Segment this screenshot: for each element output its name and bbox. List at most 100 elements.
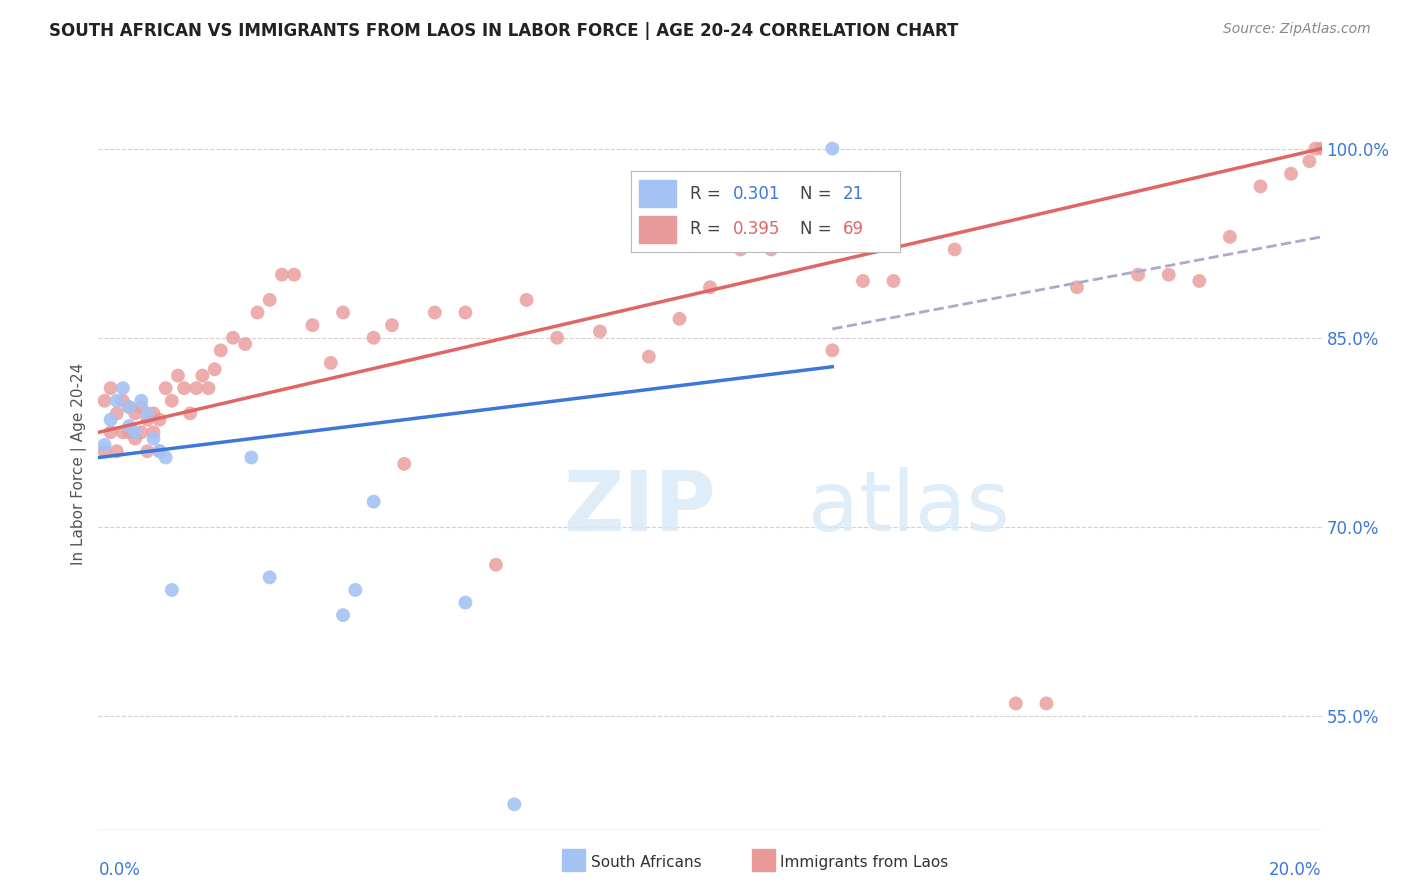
Text: ZIP: ZIP — [564, 467, 716, 549]
Point — [1298, 154, 1320, 169]
Point — [319, 356, 342, 370]
Point — [1157, 268, 1180, 282]
Point — [1310, 142, 1333, 156]
Point — [363, 494, 385, 508]
Point — [173, 381, 195, 395]
Point — [1035, 697, 1057, 711]
Point — [118, 400, 141, 414]
Point — [124, 406, 146, 420]
Point — [821, 343, 844, 358]
Point — [1004, 697, 1026, 711]
Point — [93, 393, 115, 408]
Point — [100, 425, 122, 440]
Point — [363, 331, 385, 345]
Point — [454, 596, 477, 610]
Point — [301, 318, 323, 332]
Point — [1128, 268, 1150, 282]
Text: 0.395: 0.395 — [733, 220, 780, 238]
Point — [1305, 142, 1327, 156]
Point — [1066, 280, 1088, 294]
Point — [155, 381, 177, 395]
Point — [485, 558, 508, 572]
Point — [124, 432, 146, 446]
Point — [246, 305, 269, 319]
Point — [149, 444, 172, 458]
Point — [100, 381, 122, 395]
Text: R =: R = — [690, 185, 725, 202]
Point — [668, 311, 690, 326]
Point — [186, 381, 208, 395]
Point — [259, 293, 281, 307]
Point — [381, 318, 404, 332]
Point — [1188, 274, 1211, 288]
Point — [259, 570, 281, 584]
Point — [503, 797, 526, 812]
Point — [637, 350, 661, 364]
Text: Immigrants from Laos: Immigrants from Laos — [780, 855, 949, 870]
Point — [943, 243, 966, 257]
Text: 0.301: 0.301 — [733, 185, 780, 202]
Point — [149, 413, 172, 427]
Point — [392, 457, 416, 471]
Point — [1249, 179, 1271, 194]
Point — [423, 305, 446, 319]
Point — [105, 393, 128, 408]
Point — [699, 280, 721, 294]
Point — [100, 413, 122, 427]
Point — [136, 406, 159, 420]
Point — [344, 582, 367, 597]
Point — [332, 305, 354, 319]
Point — [821, 142, 844, 156]
Point — [204, 362, 226, 376]
Point — [222, 331, 245, 345]
Text: R =: R = — [690, 220, 725, 238]
Text: N =: N = — [800, 185, 837, 202]
Point — [332, 608, 354, 623]
Text: Source: ZipAtlas.com: Source: ZipAtlas.com — [1223, 22, 1371, 37]
Point — [209, 343, 232, 358]
Bar — [638, 216, 676, 243]
Point — [111, 425, 134, 440]
Point — [111, 393, 134, 408]
Point — [111, 381, 134, 395]
Point — [93, 438, 115, 452]
Point — [283, 268, 305, 282]
Point — [233, 337, 256, 351]
Point — [118, 425, 141, 440]
Y-axis label: In Labor Force | Age 20-24: In Labor Force | Age 20-24 — [72, 363, 87, 565]
Text: 0.0%: 0.0% — [98, 861, 141, 880]
Text: 21: 21 — [844, 185, 865, 202]
Point — [105, 444, 128, 458]
Point — [160, 582, 183, 597]
Point — [129, 400, 152, 414]
Point — [149, 444, 172, 458]
Point — [730, 243, 752, 257]
Point — [136, 413, 159, 427]
Point — [240, 450, 263, 465]
Text: South Africans: South Africans — [591, 855, 702, 870]
Point — [516, 293, 538, 307]
Point — [118, 419, 141, 434]
Point — [93, 444, 115, 458]
Text: N =: N = — [800, 220, 837, 238]
Point — [142, 425, 165, 440]
Point — [270, 268, 292, 282]
Point — [546, 331, 568, 345]
Point — [759, 243, 782, 257]
Point — [160, 393, 183, 408]
Point — [852, 274, 875, 288]
Point — [454, 305, 477, 319]
Point — [136, 444, 159, 458]
Point — [142, 406, 165, 420]
Point — [1279, 167, 1302, 181]
Point — [129, 425, 152, 440]
Point — [129, 393, 152, 408]
Point — [142, 432, 165, 446]
Text: 69: 69 — [844, 220, 865, 238]
Text: SOUTH AFRICAN VS IMMIGRANTS FROM LAOS IN LABOR FORCE | AGE 20-24 CORRELATION CHA: SOUTH AFRICAN VS IMMIGRANTS FROM LAOS IN… — [49, 22, 959, 40]
Text: atlas: atlas — [808, 467, 1010, 549]
Point — [883, 274, 905, 288]
Point — [191, 368, 214, 383]
Point — [155, 450, 177, 465]
Point — [197, 381, 219, 395]
